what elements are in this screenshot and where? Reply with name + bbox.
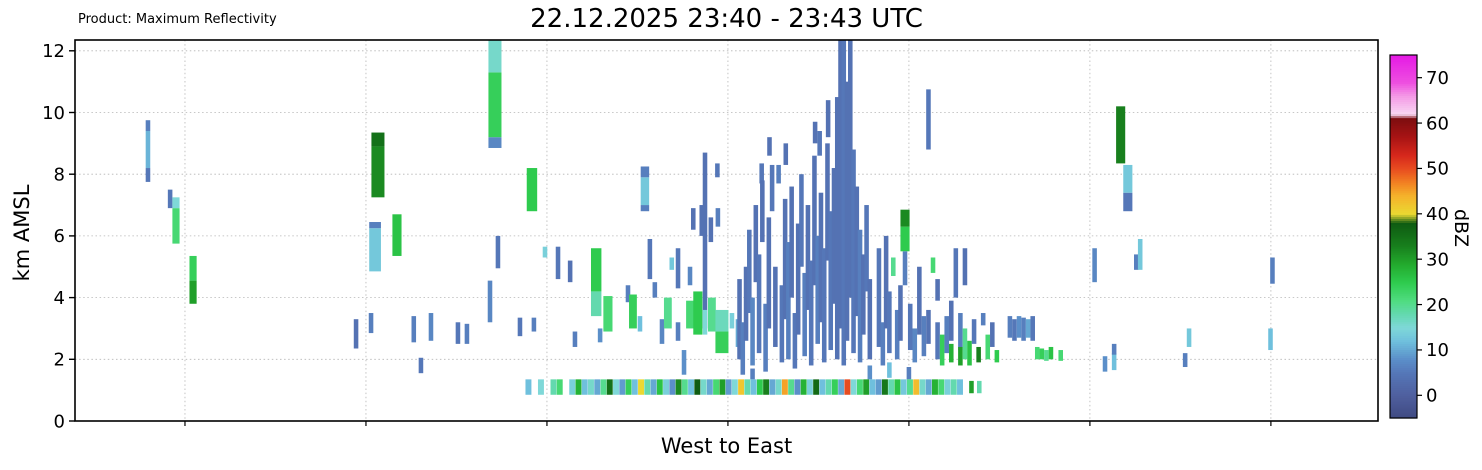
svg-text:8: 8 — [54, 164, 65, 185]
chart-title: 22.12.2025 23:40 - 23:43 UTC — [530, 4, 923, 34]
svg-text:70: 70 — [1426, 68, 1449, 89]
svg-text:30: 30 — [1426, 249, 1449, 270]
svg-text:6: 6 — [54, 226, 65, 247]
svg-text:12: 12 — [42, 41, 65, 62]
svg-text:0: 0 — [1426, 386, 1437, 407]
gridlines — [75, 40, 1378, 422]
radar-segments — [145, 40, 1275, 395]
svg-text:2: 2 — [54, 350, 65, 371]
x-axis-label: West to East — [660, 434, 793, 458]
svg-text:4: 4 — [54, 288, 65, 309]
y-axis-label: km AMSL — [10, 184, 34, 282]
product-label: Product: Maximum Reflectivity — [78, 12, 277, 27]
plot-border — [74, 39, 1379, 422]
svg-text:40: 40 — [1426, 204, 1449, 225]
x-axis-ticks — [184, 421, 1272, 426]
y-axis-ticks: 0 2 4 6 8 10 12 — [42, 41, 75, 432]
colorbar-label: dBZ — [1450, 208, 1472, 248]
svg-text:50: 50 — [1426, 159, 1449, 180]
svg-text:10: 10 — [1426, 340, 1449, 361]
svg-text:10: 10 — [42, 103, 65, 124]
colorbar: 0 10 20 30 40 50 60 70 — [1389, 54, 1449, 419]
svg-text:20: 20 — [1426, 295, 1449, 316]
svg-text:60: 60 — [1426, 113, 1449, 134]
svg-text:0: 0 — [54, 411, 65, 432]
